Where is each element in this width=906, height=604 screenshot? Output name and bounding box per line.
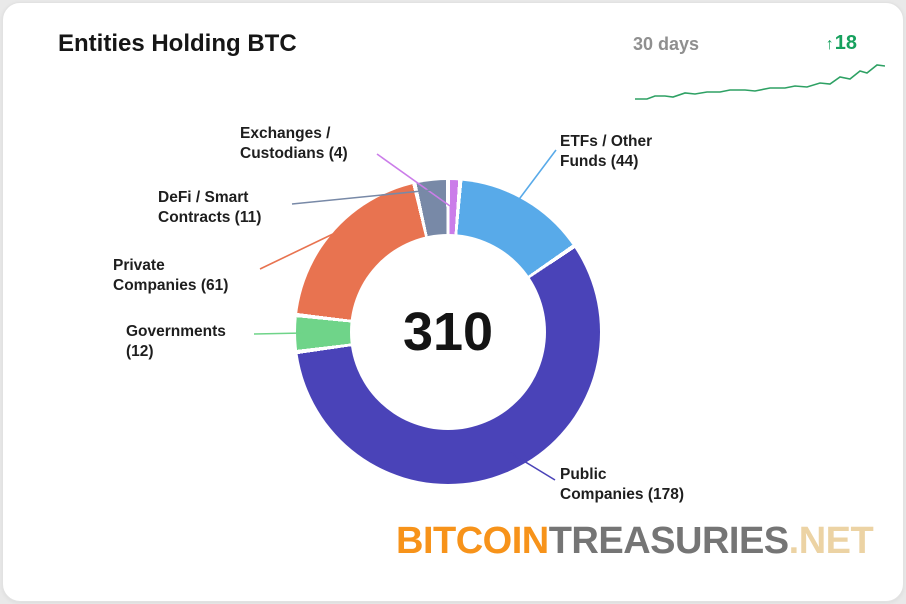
page-title: Entities Holding BTC bbox=[58, 30, 297, 57]
up-arrow-icon: ↑ bbox=[825, 36, 834, 53]
callout-exchanges: Exchanges / Custodians (4) bbox=[240, 125, 348, 163]
period-label: 30 days bbox=[633, 34, 700, 54]
donut-total: 310 bbox=[402, 302, 494, 362]
callout-governments: Governments (12) bbox=[126, 323, 226, 361]
change-value: 18 bbox=[834, 32, 857, 54]
callout-defi: DeFi / Smart Contracts (11) bbox=[158, 189, 262, 227]
change-indicator: ↑ 18 bbox=[826, 32, 857, 55]
logo-treasuries: TREASURIES bbox=[548, 520, 789, 562]
callout-etfs: ETFs / Other Funds (44) bbox=[560, 133, 653, 171]
callout-public: Public Companies (178) bbox=[560, 466, 685, 504]
logo-net: .NET bbox=[788, 520, 874, 562]
site-logo[interactable]: BITCOINTREASURIES.NET bbox=[396, 520, 874, 563]
sparkline-path bbox=[635, 64, 885, 100]
sparkline-chart bbox=[635, 64, 885, 100]
logo-bitcoin: BITCOIN bbox=[396, 520, 549, 562]
leader-line-etfs bbox=[516, 149, 557, 203]
callout-private: Private Companies (61) bbox=[113, 257, 229, 295]
donut-hole: 310 bbox=[350, 234, 546, 430]
